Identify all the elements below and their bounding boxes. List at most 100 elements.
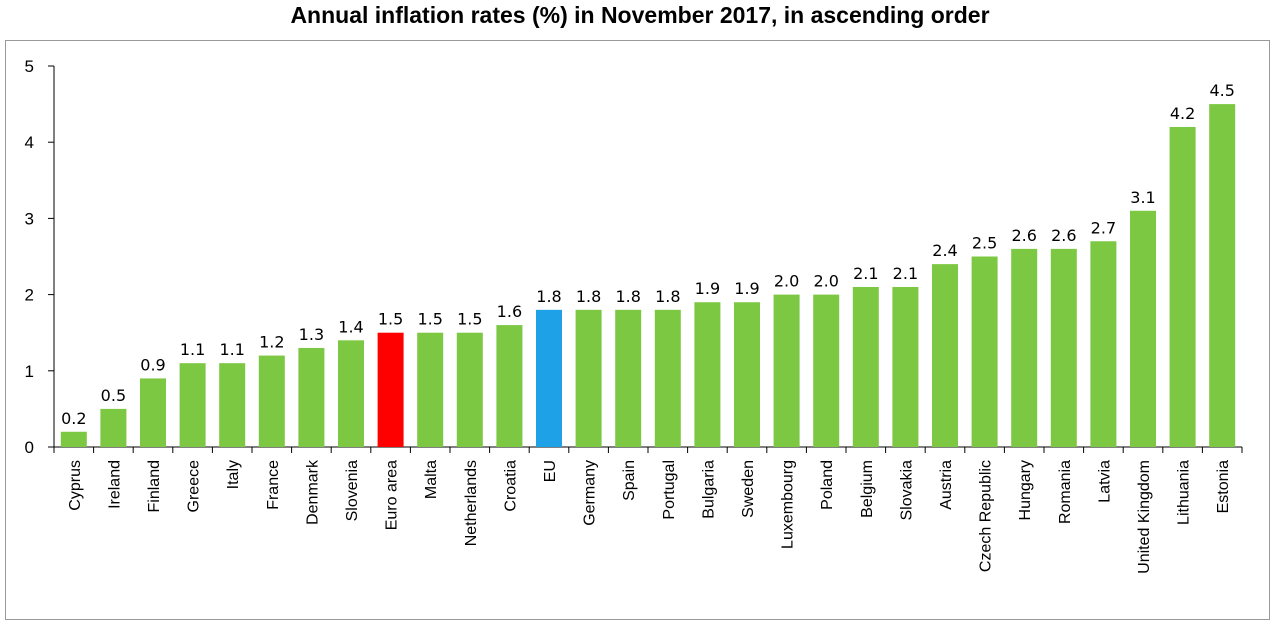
y-tick-label: 4 bbox=[25, 133, 34, 152]
data-label: 1.1 bbox=[180, 340, 205, 359]
y-tick-label: 0 bbox=[25, 438, 34, 457]
x-tick-label: Poland bbox=[819, 460, 836, 510]
data-label: 0.2 bbox=[61, 409, 86, 428]
bar bbox=[1090, 241, 1117, 447]
chart-frame bbox=[5, 40, 1270, 620]
x-tick-label: Germany bbox=[582, 460, 599, 526]
x-tick-label: Austria bbox=[938, 460, 955, 510]
data-label: 1.8 bbox=[615, 287, 640, 306]
bar bbox=[1130, 210, 1156, 447]
bar bbox=[575, 309, 602, 447]
x-tick-label: Croatia bbox=[502, 460, 519, 512]
x-tick-label: Latvia bbox=[1096, 460, 1113, 503]
data-label: 1.9 bbox=[695, 279, 720, 298]
data-label: 1.8 bbox=[576, 287, 601, 306]
y-tick-label: 5 bbox=[25, 57, 34, 76]
bar bbox=[100, 408, 127, 447]
bar bbox=[813, 294, 840, 447]
data-label: 1.2 bbox=[259, 333, 284, 352]
x-tick-label: Euro area bbox=[384, 460, 401, 530]
bar bbox=[615, 309, 642, 447]
x-tick-label: Bulgaria bbox=[700, 460, 717, 519]
data-label: 1.8 bbox=[655, 287, 680, 306]
bar bbox=[1209, 104, 1236, 447]
bar bbox=[417, 332, 444, 447]
data-label: 2.0 bbox=[813, 272, 838, 291]
data-label: 1.6 bbox=[497, 302, 522, 321]
bar bbox=[60, 431, 87, 447]
data-label: 4.5 bbox=[1209, 81, 1234, 100]
data-labels: 0.2 0.5 0.9 1.1 1.1 1.2 1.3 1.4 1.5 1.5 1.5 1.6 1.8 1… bbox=[61, 81, 1235, 428]
data-label: 2.6 bbox=[1051, 226, 1076, 245]
x-tick-label: Slovakia bbox=[898, 460, 915, 521]
data-label: 1.5 bbox=[457, 310, 482, 329]
data-label: 1.5 bbox=[417, 310, 442, 329]
x-tick-label: Italy bbox=[225, 460, 242, 489]
bar bbox=[140, 378, 166, 447]
data-label: 1.5 bbox=[378, 310, 403, 329]
x-tick-labels: Cyprus Ireland Finland Greece Italy France Den… bbox=[67, 459, 1232, 574]
data-label: 1.9 bbox=[734, 279, 759, 298]
data-label: 2.1 bbox=[853, 264, 878, 283]
bar bbox=[219, 363, 246, 447]
data-label: 1.1 bbox=[219, 340, 244, 359]
y-tick-label: 2 bbox=[25, 286, 34, 305]
x-tick-label: Greece bbox=[186, 460, 203, 513]
bar bbox=[694, 302, 721, 447]
bar bbox=[932, 264, 958, 447]
x-tick-label: Belgium bbox=[859, 460, 876, 518]
data-label: 1.4 bbox=[338, 317, 363, 336]
data-label: 2.4 bbox=[932, 241, 957, 260]
data-label: 0.5 bbox=[101, 386, 126, 405]
bar bbox=[654, 309, 681, 447]
y-tick-label: 1 bbox=[25, 362, 34, 381]
data-label: 2.1 bbox=[893, 264, 918, 283]
chart-title: Annual inflation rates (%) in November 2… bbox=[290, 2, 990, 28]
x-tick-label: Czech Republic bbox=[978, 460, 995, 572]
x-tick-label: Slovenia bbox=[344, 460, 361, 521]
x-tick-label: France bbox=[265, 460, 282, 510]
x-tick-label: Romania bbox=[1057, 460, 1074, 524]
x-tick-label: Ireland bbox=[106, 460, 123, 509]
bar bbox=[298, 347, 325, 447]
bar bbox=[1169, 126, 1196, 448]
x-tick-label: Hungary bbox=[1017, 460, 1034, 520]
bar bbox=[734, 302, 760, 447]
data-label: 4.2 bbox=[1170, 104, 1195, 123]
data-label: 2.0 bbox=[774, 272, 799, 291]
bar bbox=[536, 309, 562, 447]
bar bbox=[496, 325, 523, 447]
data-label: 2.6 bbox=[1011, 226, 1036, 245]
x-tick-label: EU bbox=[542, 460, 559, 482]
x-tick-label: Cyprus bbox=[67, 460, 84, 511]
data-label: 3.1 bbox=[1130, 188, 1155, 207]
bar bbox=[377, 332, 404, 447]
bars bbox=[60, 104, 1236, 448]
x-tick-label: Portugal bbox=[661, 460, 678, 520]
bar bbox=[258, 355, 285, 447]
x-tick-label: Spain bbox=[621, 460, 638, 501]
data-label: 0.9 bbox=[140, 355, 165, 374]
bar bbox=[852, 286, 879, 447]
bar bbox=[1050, 248, 1077, 447]
x-tick-label: Denmark bbox=[304, 459, 321, 525]
bar bbox=[971, 256, 998, 447]
bar bbox=[456, 332, 483, 447]
axes: 0 1 2 3 4 5 bbox=[25, 57, 1243, 457]
bar bbox=[892, 286, 919, 447]
bar bbox=[179, 363, 206, 447]
data-label: 1.3 bbox=[299, 325, 324, 344]
x-tick-label: Sweden bbox=[740, 460, 757, 518]
x-tick-label: United Kingdom bbox=[1136, 460, 1153, 574]
x-tick-label: Finland bbox=[146, 460, 163, 512]
bar bbox=[773, 294, 800, 447]
x-tick-label: Netherlands bbox=[463, 460, 480, 546]
data-label: 2.5 bbox=[972, 234, 997, 253]
data-label: 1.8 bbox=[536, 287, 561, 306]
x-tick-label: Estonia bbox=[1215, 460, 1232, 513]
bar bbox=[1011, 248, 1038, 447]
x-tick-label: Malta bbox=[423, 460, 440, 499]
bar bbox=[338, 340, 364, 447]
x-tick-label: Lithuania bbox=[1176, 460, 1193, 525]
